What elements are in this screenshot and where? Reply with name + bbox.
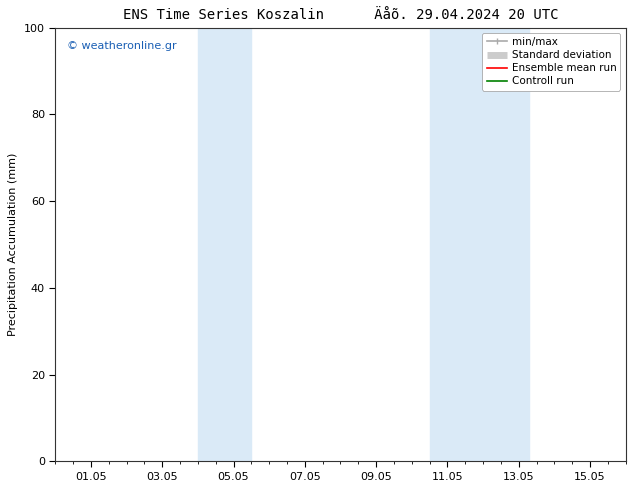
Y-axis label: Precipitation Accumulation (mm): Precipitation Accumulation (mm) [8,153,18,336]
Legend: min/max, Standard deviation, Ensemble mean run, Controll run: min/max, Standard deviation, Ensemble me… [482,33,621,91]
Bar [430,27,529,461]
Bar [198,27,251,461]
Title: ENS Time Series Koszalin      Äåõ. 29.04.2024 20 UTC: ENS Time Series Koszalin Äåõ. 29.04.2024… [123,8,558,23]
Text: © weatheronline.gr: © weatheronline.gr [67,41,176,50]
